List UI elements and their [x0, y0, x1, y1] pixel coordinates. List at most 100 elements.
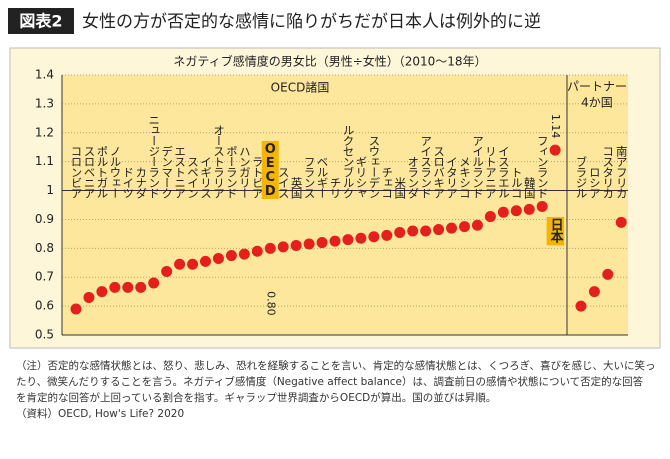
x-tick-label: 南アフリカ: [615, 145, 629, 199]
data-point: [459, 221, 470, 233]
y-tick-label: 1.1: [35, 154, 54, 168]
x-tick-label: チリ: [329, 177, 343, 198]
x-tick-label: フィンランド: [536, 135, 550, 199]
data-point: [148, 277, 160, 289]
highlight-box: [546, 217, 565, 246]
y-tick-label: 0.6: [35, 299, 54, 313]
data-point: [212, 252, 224, 264]
group-label: パートナー: [567, 80, 627, 94]
data-point: [420, 225, 432, 237]
y-tick-label: 1.2: [35, 125, 54, 139]
data-point: [135, 281, 147, 293]
data-point: [549, 144, 561, 156]
x-tick-label: イスラエル: [497, 146, 511, 199]
data-point: [407, 225, 419, 237]
x-tick-label: オーストラリア: [212, 125, 226, 199]
data-point: [523, 203, 535, 215]
value-label: 1.14: [549, 114, 562, 139]
data-point: [510, 205, 522, 217]
x-tick-label: チェコ: [380, 167, 394, 199]
y-tick-label: 1.4: [35, 68, 54, 82]
highlight-box: [261, 141, 279, 199]
x-tick-label: ドイツ: [121, 167, 135, 199]
x-tick-label: トルコ: [510, 167, 524, 199]
y-tick-label: 0.7: [35, 270, 54, 284]
data-point: [96, 286, 108, 298]
data-point: [174, 258, 186, 270]
value-label: 0.80: [264, 291, 277, 316]
x-tick-label: スペイン: [186, 156, 200, 198]
x-tick-label: メキシコ: [458, 156, 472, 198]
y-tick-label: 0.5: [35, 328, 54, 342]
x-tick-label: ブラジル: [575, 155, 589, 198]
x-tick-label: OECD: [263, 142, 278, 198]
x-tick-label: アイルランド: [471, 135, 485, 199]
chart-title: ネガティブ感情度の男女比（男性÷女性）（2010～18年）: [173, 54, 486, 69]
x-tick-label: コスタリカ: [601, 146, 615, 199]
data-point: [264, 242, 276, 254]
y-tick-label: 1: [46, 183, 54, 197]
x-tick-label: ポーランド: [225, 146, 239, 199]
x-tick-label: カナダ: [134, 167, 148, 199]
badge: 図表2: [19, 12, 62, 31]
data-point: [251, 245, 263, 257]
data-point: [238, 248, 250, 260]
x-tick-label: オランダ: [406, 156, 420, 199]
data-point: [225, 250, 237, 262]
data-point: [615, 216, 627, 228]
x-tick-label: スロバキア: [432, 146, 446, 199]
data-point: [368, 231, 380, 243]
data-point: [471, 219, 483, 231]
page-title: 女性の方が否定的な感情に陥りがちだが日本人は例外的に逆: [82, 12, 541, 32]
data-point: [433, 224, 445, 236]
data-point: [83, 291, 95, 303]
group-label: 4か国: [581, 96, 613, 110]
data-point: [303, 238, 315, 250]
x-tick-label: ルクセンブルク: [341, 125, 355, 199]
x-tick-label: イタリア: [445, 156, 459, 199]
x-tick-label: 日本: [548, 218, 564, 244]
x-tick-label: スイス: [277, 167, 291, 199]
data-point: [122, 281, 134, 293]
data-point: [161, 265, 173, 277]
x-tick-label: ハンガリー: [238, 146, 252, 199]
data-point: [575, 300, 587, 312]
data-point: [588, 286, 600, 298]
y-tick-label: 0.9: [35, 212, 54, 226]
x-tick-label: コロンビア: [70, 146, 84, 199]
note-line: （資料）OECD, How's Life? 2020: [16, 407, 184, 420]
x-tick-label: ラトビア: [251, 156, 265, 199]
x-tick-label: ロシア: [588, 167, 602, 199]
x-tick-label: 米国: [393, 177, 407, 200]
data-point: [497, 206, 509, 218]
data-point: [602, 268, 614, 280]
data-point: [394, 226, 406, 238]
y-tick-label: 1.3: [35, 96, 54, 110]
data-point: [277, 241, 289, 253]
x-tick-label: アイスランド: [419, 135, 433, 199]
note-line: たり、微笑んだりすることを言う。ネガティブ感情度（Negative affect…: [16, 375, 644, 388]
badge-bg: [8, 8, 74, 34]
x-tick-label: スウェーデン: [367, 135, 381, 198]
data-point: [109, 281, 121, 293]
data-point: [70, 303, 82, 315]
x-tick-label: スロベニア: [82, 146, 96, 199]
x-tick-label: ベルギー: [316, 156, 330, 198]
group-label: OECD諸国: [271, 80, 330, 95]
x-tick-label: ポルトガル: [95, 146, 109, 199]
note-line: （注）否定的な感情状態とは、怒り、悲しみ、恐れを経験することを言い、肯定的な感情…: [16, 359, 656, 372]
plot-area: [62, 75, 628, 335]
data-point: [187, 258, 199, 270]
x-tick-label: 韓国: [523, 177, 537, 200]
x-tick-label: エストニア: [173, 146, 187, 199]
x-tick-label: ギリシャ: [354, 156, 368, 198]
note-line: を肯定的な回答が上回っている割合を指す。ギャラップ世界調査からOECDが算出。国…: [16, 391, 496, 404]
data-point: [484, 211, 496, 223]
x-tick-label: ノルウェー: [108, 146, 122, 199]
x-tick-label: リトアニア: [484, 146, 498, 199]
x-tick-label: 英国: [290, 176, 304, 200]
data-point: [536, 200, 548, 212]
x-tick-label: イギリス: [199, 156, 213, 199]
data-point: [290, 239, 302, 251]
data-point: [329, 235, 341, 247]
